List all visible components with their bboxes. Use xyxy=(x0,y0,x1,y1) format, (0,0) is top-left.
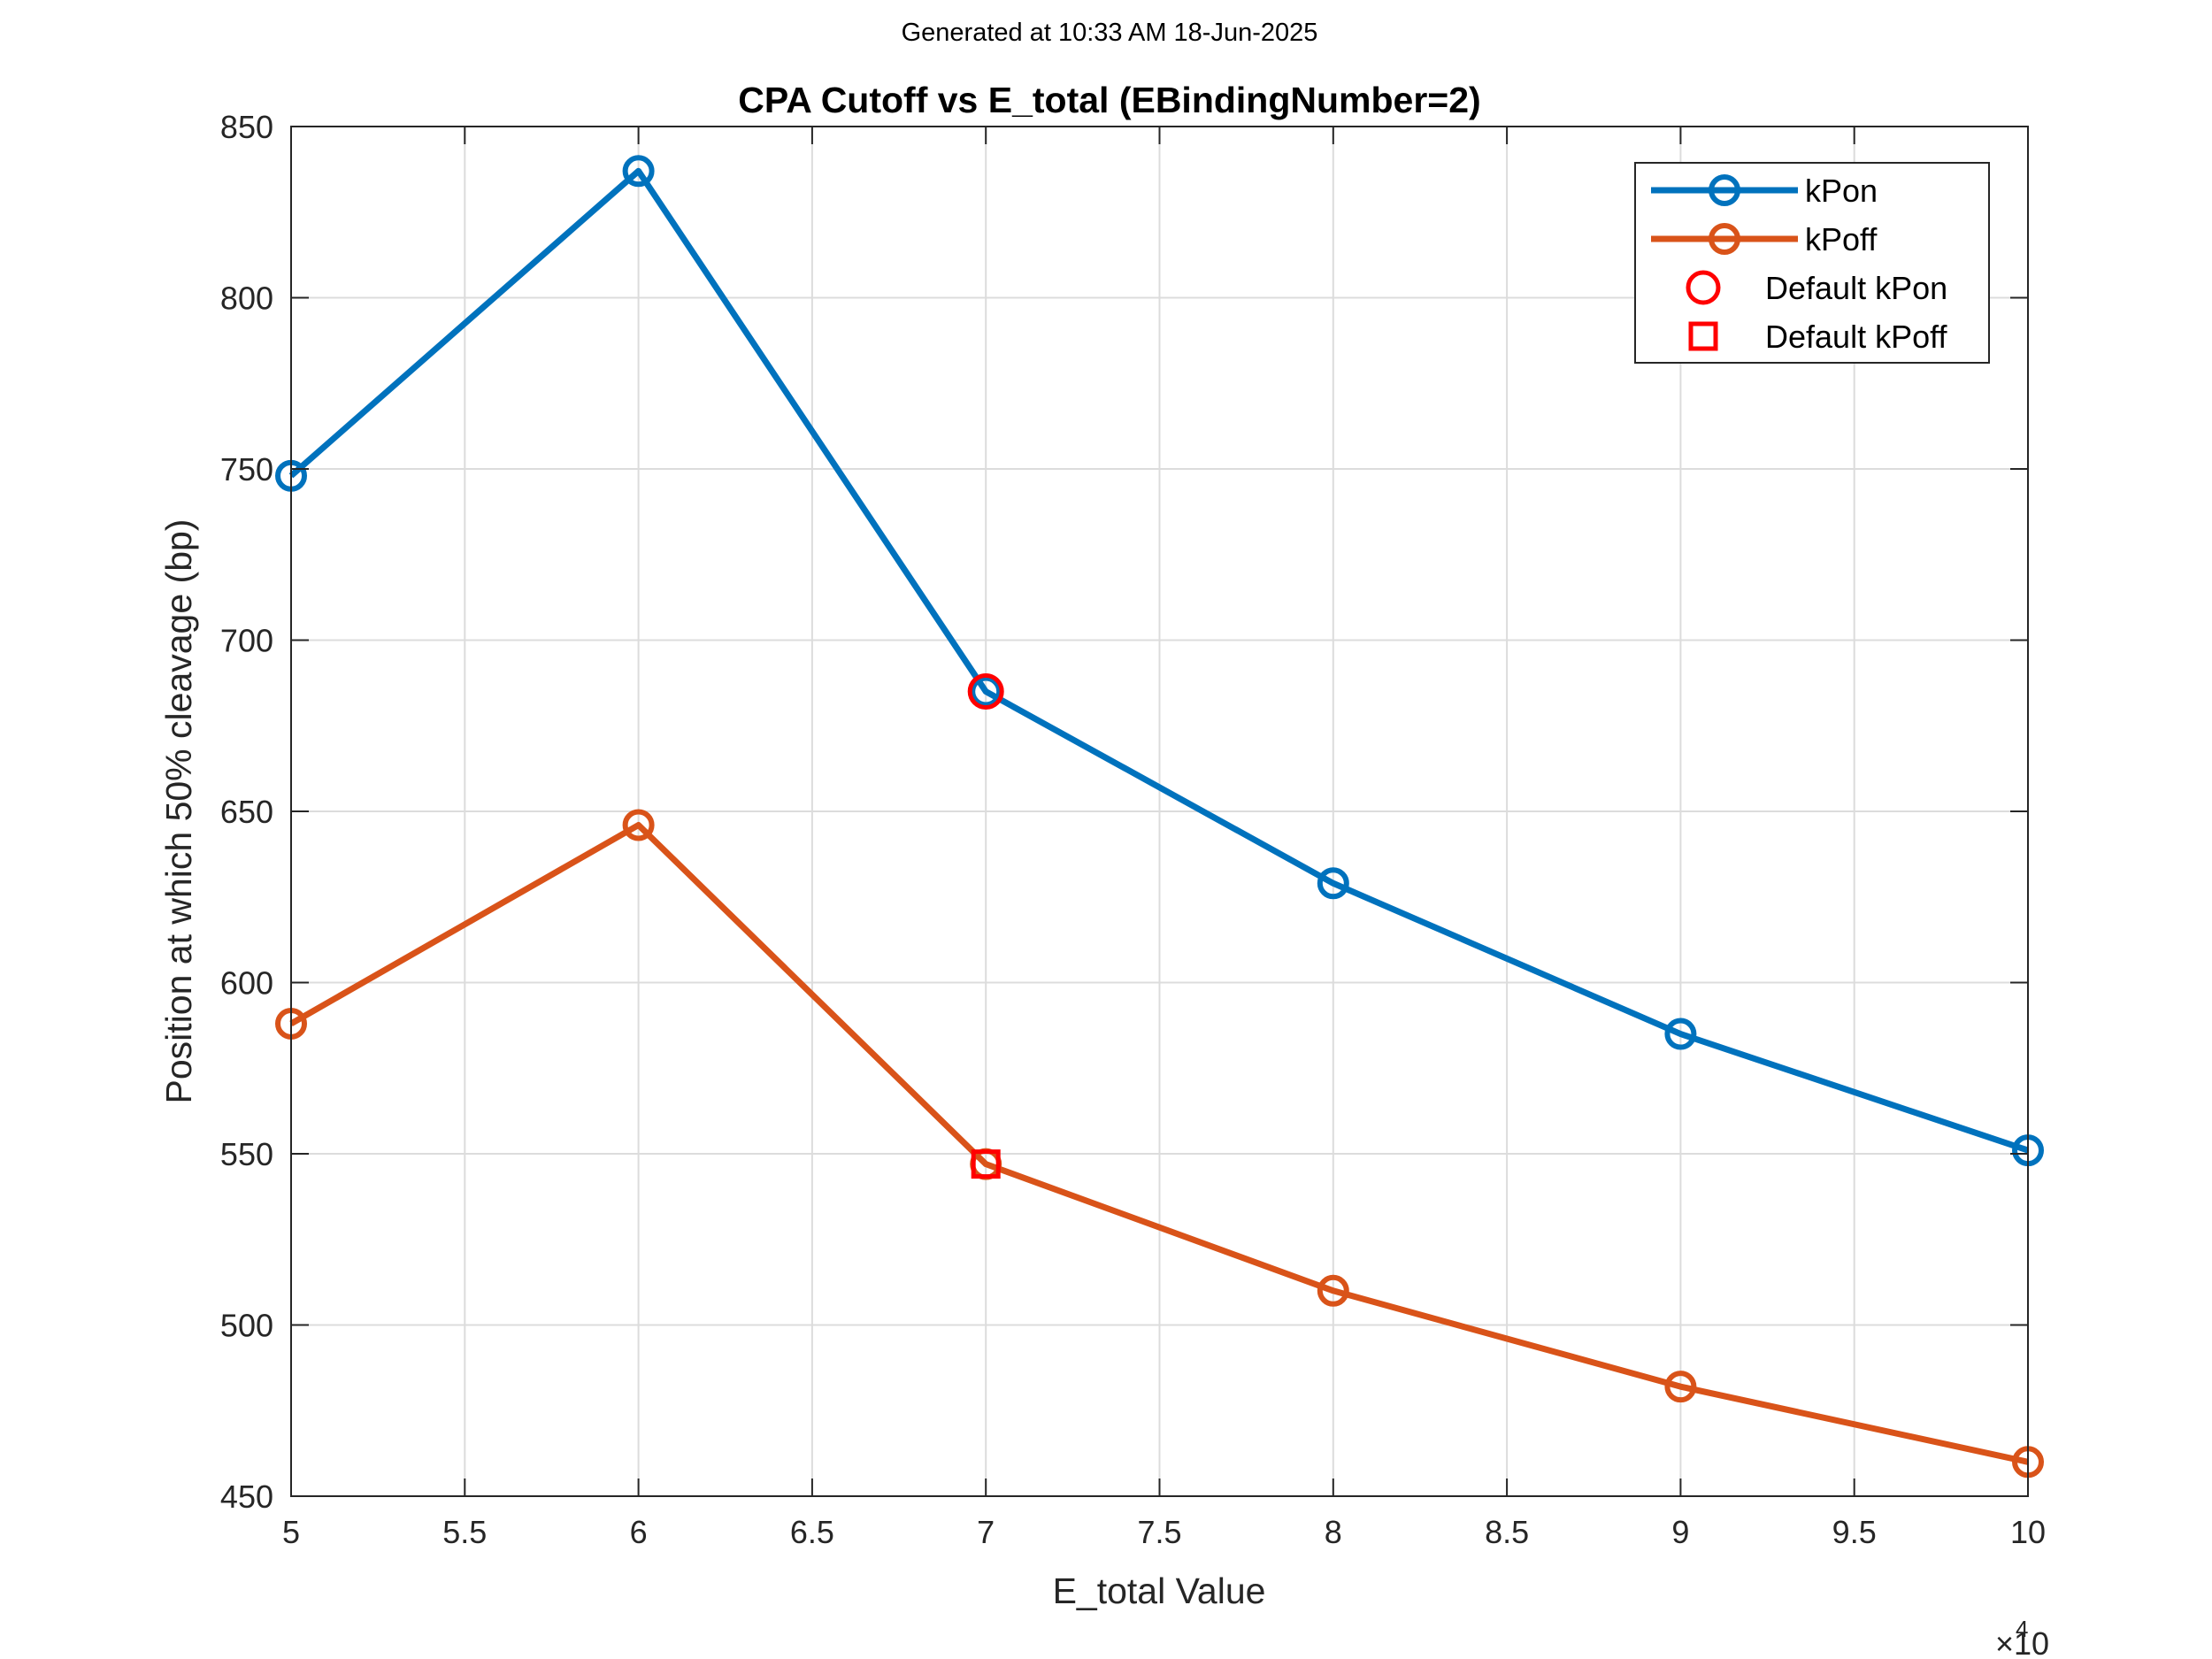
x-tick-label: 9.5 xyxy=(1832,1514,1877,1550)
highlight-marker-default-kpoff xyxy=(971,1149,1001,1179)
y-tick-label: 650 xyxy=(220,794,273,830)
data-point-kPon xyxy=(622,155,655,188)
y-tick-label: 450 xyxy=(220,1479,273,1515)
x-tick-label: 8.5 xyxy=(1485,1514,1529,1550)
x-tick-label: 5.5 xyxy=(442,1514,487,1550)
y-axis-label: Position at which 50% cleavage (bp) xyxy=(158,519,199,1104)
data-point-kPoff xyxy=(1317,1274,1349,1307)
x-axis-multiplier: ×10 4 xyxy=(1995,1616,2049,1659)
legend-label: Default kPoff xyxy=(1765,319,1947,355)
legend-marker xyxy=(1688,321,1718,351)
x-tick-label: 7 xyxy=(977,1514,995,1550)
highlight-marker-default-kpon xyxy=(967,673,1004,710)
data-point-kPoff xyxy=(622,809,655,841)
legend-marker xyxy=(1709,223,1740,255)
legend-label: kPon xyxy=(1805,173,1878,209)
x-multiplier-exponent: 4 xyxy=(2016,1616,2028,1642)
x-tick-label: 7.5 xyxy=(1137,1514,1181,1550)
data-point-kPoff xyxy=(1664,1371,1697,1403)
x-axis-label: E_total Value xyxy=(1053,1571,1266,1611)
series-line-kPoff xyxy=(289,821,2029,1465)
legend-box xyxy=(1634,162,1990,364)
data-point-kPon xyxy=(970,675,1002,708)
chart-title: CPA Cutoff vs E_total (EBindingNumber=2) xyxy=(738,80,1480,120)
y-tick-label: 500 xyxy=(220,1308,273,1344)
x-tick-label: 5 xyxy=(282,1514,300,1550)
y-tick-label: 700 xyxy=(220,623,273,659)
x-tick-label: 10 xyxy=(2010,1514,2046,1550)
legend-label: kPoff xyxy=(1805,221,1878,257)
legend-label: Default kPon xyxy=(1765,270,1947,306)
ticks: 5 5.5 6 6.5 7 7.5 8 8.5 9 9.5 10 450 500 550 600 650 700… xyxy=(220,109,2046,1550)
x-tick-label: 9 xyxy=(1671,1514,1689,1550)
y-tick-label: 850 xyxy=(220,109,273,145)
y-tick-label: 800 xyxy=(220,280,273,317)
x-tick-label: 8 xyxy=(1325,1514,1342,1550)
data-point-kPon xyxy=(1317,867,1349,900)
x-multiplier-base: ×10 xyxy=(1995,1625,2049,1659)
x-tick-label: 6 xyxy=(630,1514,648,1550)
legend-marker xyxy=(1709,174,1740,206)
y-tick-label: 750 xyxy=(220,451,273,488)
generated-caption: Generated at 10:33 AM 18-Jun-2025 xyxy=(902,19,1318,47)
y-tick-label: 600 xyxy=(220,965,273,1002)
legend-marker xyxy=(1686,270,1721,305)
y-tick-label: 550 xyxy=(220,1136,273,1172)
data-point-kPon xyxy=(1664,1018,1697,1050)
legend: kPon kPoff Default kPon Default kPoff xyxy=(1634,162,1990,364)
x-tick-label: 6.5 xyxy=(790,1514,834,1550)
series-line-kPon xyxy=(288,167,2030,1154)
